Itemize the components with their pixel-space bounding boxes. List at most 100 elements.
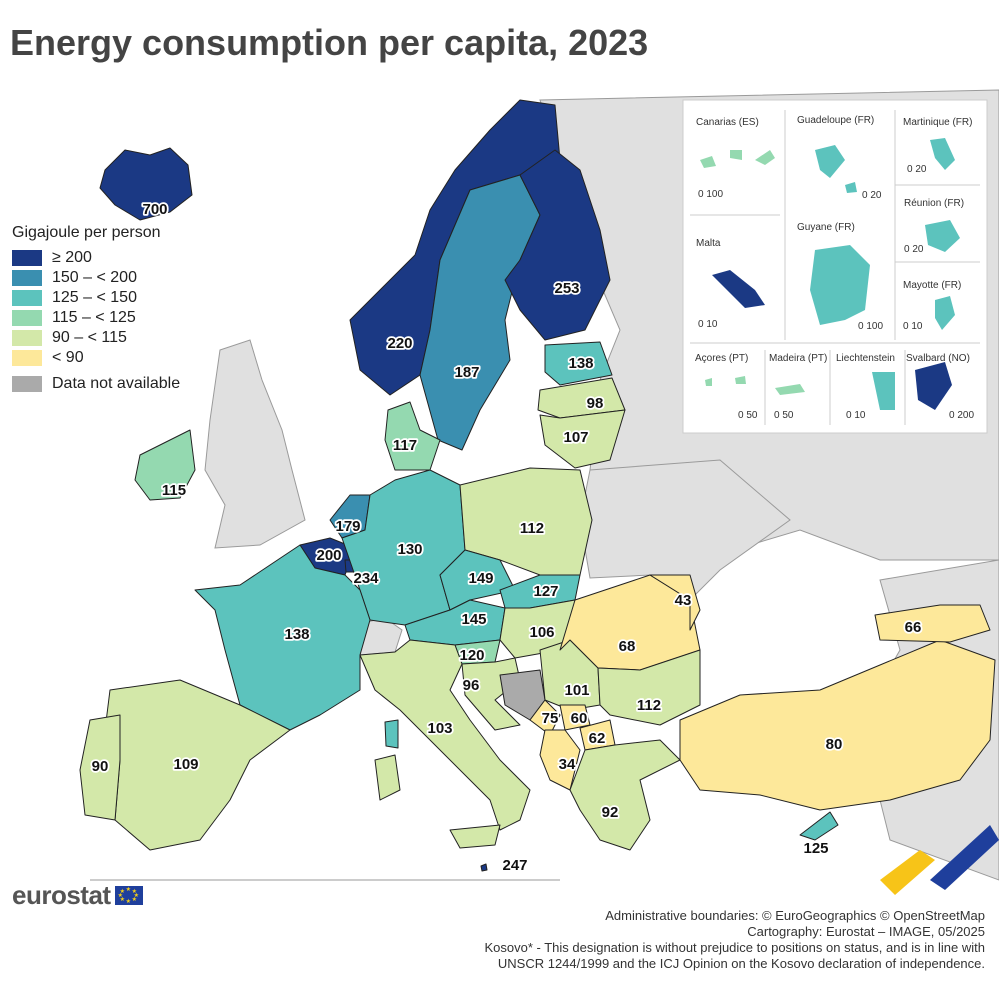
label-sweden: 187 xyxy=(454,364,479,381)
legend-label: < 90 xyxy=(52,349,84,366)
label-lithuania: 107 xyxy=(563,429,588,446)
label-albania: 34 xyxy=(559,756,576,773)
legend: Gigajoule per person ≥ 200 150 – < 200 1… xyxy=(12,224,180,394)
estonia-region xyxy=(544,341,613,386)
label-finland: 253 xyxy=(554,280,579,297)
label-north-macedonia: 62 xyxy=(589,730,606,747)
label-ireland: 115 xyxy=(162,482,186,499)
label-norway: 220 xyxy=(387,335,412,352)
label-czechia: 149 xyxy=(468,570,493,587)
legend-swatch xyxy=(12,350,42,366)
legend-label: 150 – < 200 xyxy=(52,269,137,286)
inset-scale-guyane: 0 100 xyxy=(858,321,883,332)
inset-title-liechtenstein: Liechtenstein xyxy=(836,353,895,364)
france-region xyxy=(194,544,371,731)
inset-title-svalbard: Svalbard (NO) xyxy=(906,353,970,364)
legend-row-na: Data not available xyxy=(12,374,180,394)
label-poland: 112 xyxy=(520,520,544,537)
label-cyprus: 125 xyxy=(803,840,828,857)
inset-canarias-shape xyxy=(700,150,775,168)
turkey-region xyxy=(679,639,996,811)
decorative-stripes xyxy=(880,825,999,895)
inset-guadeloupe-shape xyxy=(815,145,857,193)
value-labels: 700 220 187 253 138 98 107 117 115 179 2… xyxy=(90,199,923,876)
label-montenegro: 75 xyxy=(542,710,559,727)
legend-row: 150 – < 200 xyxy=(12,268,180,288)
legend-swatch xyxy=(12,250,42,266)
inset-title-reunion: Réunion (FR) xyxy=(904,198,964,209)
brand-name: eurostat xyxy=(12,880,111,910)
page-title: Energy consumption per capita, 2023 xyxy=(10,22,649,63)
inset-dividers xyxy=(690,110,980,425)
eu-flag-icon: ★ ★ ★ ★ ★ ★ ★ ★ xyxy=(114,886,143,905)
legend-swatch xyxy=(12,330,42,346)
label-luxembourg: 234 xyxy=(353,570,379,587)
label-romania: 68 xyxy=(619,638,636,655)
sicily-region xyxy=(449,824,501,849)
label-bulgaria: 112 xyxy=(637,697,661,714)
inset-scale-canarias: 0 100 xyxy=(698,189,723,200)
label-kosovo: 60 xyxy=(571,710,588,727)
label-germany: 130 xyxy=(397,541,422,558)
inset-title-martinique: Martinique (FR) xyxy=(903,117,972,128)
inset-scale-martinique: 0 20 xyxy=(907,164,927,175)
inset-martinique-shape xyxy=(930,138,955,170)
inset-title-madeira: Madeira (PT) xyxy=(769,353,827,364)
inset-title-malta: Malta xyxy=(696,238,721,249)
lithuania-region xyxy=(539,409,626,469)
inset-scale-malta: 0 10 xyxy=(698,319,718,330)
bulgaria-region xyxy=(597,649,701,726)
label-slovakia: 127 xyxy=(533,583,558,600)
label-turkey: 80 xyxy=(826,736,843,753)
label-austria: 145 xyxy=(461,611,486,628)
moldova-region xyxy=(649,574,701,631)
denmark-region xyxy=(384,401,441,471)
label-estonia: 138 xyxy=(568,355,593,372)
label-slovenia: 120 xyxy=(459,647,484,664)
legend-label: ≥ 200 xyxy=(52,249,92,266)
great-britain xyxy=(204,339,306,549)
label-spain: 109 xyxy=(173,756,198,773)
legend-row: < 90 xyxy=(12,348,180,368)
inset-acores-shape xyxy=(705,376,746,386)
label-portugal: 90 xyxy=(92,758,109,775)
label-croatia: 96 xyxy=(463,677,480,694)
legend-swatch xyxy=(12,290,42,306)
label-serbia: 101 xyxy=(564,682,589,699)
legend-swatch xyxy=(12,310,42,326)
georgia-region xyxy=(874,604,991,643)
label-georgia: 66 xyxy=(905,619,922,636)
inset-svalbard-shape xyxy=(915,362,952,410)
inset-madeira-shape xyxy=(775,384,805,395)
eurostat-logo: eurostat ★ ★ ★ ★ ★ ★ ★ ★ xyxy=(12,880,143,911)
montenegro-region xyxy=(529,699,561,736)
footer-line: UNSCR 1244/1999 and the ICJ Opinion on t… xyxy=(497,956,985,971)
legend-title: Gigajoule per person xyxy=(12,224,161,241)
corsica-region xyxy=(384,719,399,749)
inset-title-acores: Açores (PT) xyxy=(695,353,748,364)
legend-label: 125 – < 150 xyxy=(52,289,137,306)
footer-line: Kosovo* - This designation is without pr… xyxy=(484,940,985,955)
label-belgium: 200 xyxy=(316,547,341,564)
label-malta: 247 xyxy=(502,857,527,874)
inset-title-guadeloupe: Guadeloupe (FR) xyxy=(797,115,874,126)
inset-title-guyane: Guyane (FR) xyxy=(797,222,855,233)
label-france: 138 xyxy=(284,626,309,643)
inset-scale-madeira: 0 50 xyxy=(774,410,794,421)
footer-line: Administrative boundaries: © EuroGeograp… xyxy=(605,908,985,923)
iceland-region xyxy=(99,147,193,221)
label-greece: 92 xyxy=(602,804,619,821)
label-netherlands: 179 xyxy=(335,518,360,535)
inset-liechtenstein-shape xyxy=(872,372,895,410)
finland-region xyxy=(504,149,611,341)
italy-region xyxy=(359,639,531,831)
inset-scale-mayotte: 0 10 xyxy=(903,321,923,332)
label-italy: 103 xyxy=(427,720,452,737)
legend-label: 90 – < 115 xyxy=(52,329,127,346)
legend-swatch xyxy=(12,270,42,286)
inset-scale-acores: 0 50 xyxy=(738,410,758,421)
inset-malta-shape xyxy=(712,270,765,308)
greece-region xyxy=(569,739,681,851)
inset-scale-liechtenstein: 0 10 xyxy=(846,410,866,421)
